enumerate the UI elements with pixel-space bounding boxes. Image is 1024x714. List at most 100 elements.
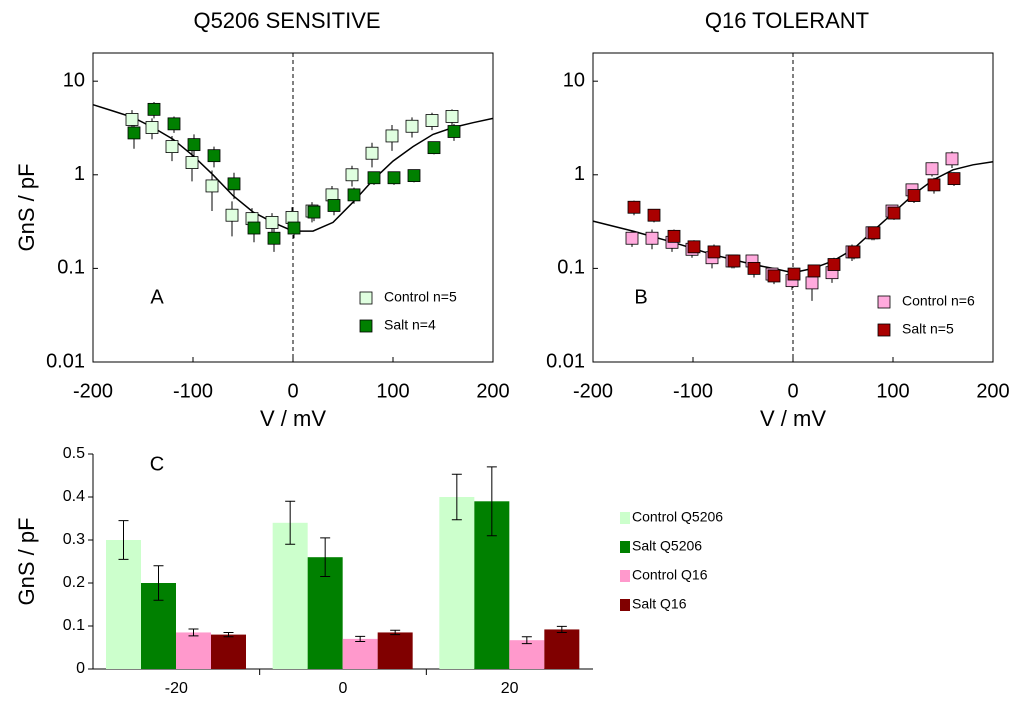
y-tick-label: 10: [563, 69, 585, 91]
x-tick-label: 100: [376, 380, 409, 402]
data-point: [307, 205, 321, 219]
data-point: [645, 231, 659, 245]
data-point: [267, 231, 281, 245]
legend-label: Salt n=4: [384, 317, 436, 333]
legend-label: Control n=5: [384, 289, 457, 305]
data-point: [165, 140, 179, 154]
data-point: [887, 206, 901, 220]
x-tick-label: 20: [501, 680, 519, 697]
data-point: [327, 199, 341, 212]
legend-marker: [359, 291, 373, 305]
legend-label: Salt Q5206: [632, 538, 702, 554]
panel-label: C: [150, 453, 164, 475]
data-point: [827, 258, 841, 271]
y-tick-label: 0.2: [63, 574, 85, 591]
x-tick-label: -20: [165, 680, 188, 697]
data-point: [647, 208, 661, 222]
y-tick-label: 0: [76, 660, 85, 677]
data-point: [727, 254, 741, 268]
data-point: [807, 264, 821, 278]
legend-swatch: [620, 541, 630, 553]
data-point: [945, 152, 959, 166]
x-axis-label: V / mV: [260, 406, 326, 431]
legend-swatch: [620, 599, 630, 611]
error-bar: [556, 625, 567, 633]
data-point: [867, 226, 881, 240]
data-point: [287, 221, 301, 235]
data-point: [187, 138, 201, 152]
data-point: [127, 126, 141, 140]
x-tick-label: 0: [287, 380, 298, 402]
x-tick-label: -100: [173, 380, 213, 402]
y-tick-label: 0.01: [46, 350, 85, 372]
y-tick-label: 0.1: [63, 617, 85, 634]
legend-marker: [359, 319, 373, 333]
y-tick-label: 0.1: [557, 257, 585, 279]
x-tick-label: 200: [476, 380, 509, 402]
y-tick-label: 1: [74, 163, 85, 185]
data-point: [167, 117, 181, 131]
data-point: [227, 177, 241, 191]
panel-label: A: [150, 286, 164, 308]
legend-label: Control Q5206: [632, 509, 723, 525]
legend-marker: [877, 295, 891, 309]
data-point: [265, 215, 279, 229]
data-point: [205, 179, 219, 193]
legend-label: Control Q16: [632, 567, 708, 583]
data-point: [947, 172, 961, 186]
x-axis-label: V / mV: [760, 406, 826, 431]
legend-swatch: [620, 570, 630, 582]
error-bar: [390, 629, 401, 636]
y-tick-label: 10: [63, 69, 85, 91]
data-point: [787, 267, 801, 281]
legend-label: Salt n=5: [902, 321, 954, 337]
y-tick-label: 0.5: [63, 445, 85, 462]
data-point: [667, 229, 681, 243]
y-tick-label: 0.01: [546, 350, 585, 372]
legend-swatch: [620, 512, 630, 524]
data-point: [407, 169, 421, 183]
error-bar: [521, 636, 532, 645]
y-tick-label: 1: [574, 163, 585, 185]
data-point: [707, 245, 721, 259]
error-bar: [486, 466, 497, 537]
y-tick-label: 0.1: [57, 257, 85, 279]
data-point: [625, 231, 639, 245]
error-bar: [153, 565, 164, 601]
data-point: [927, 178, 941, 192]
error-bar: [223, 631, 234, 638]
data-point: [145, 121, 159, 134]
bar: [211, 634, 246, 669]
data-point: [847, 245, 861, 259]
data-point: [125, 113, 139, 126]
error-bar: [320, 537, 331, 578]
x-tick-label: -100: [673, 380, 713, 402]
data-point: [805, 276, 819, 290]
data-point: [447, 125, 461, 138]
data-point: [185, 156, 199, 169]
y-axis-label: GnS / pF: [14, 517, 39, 605]
legend-marker: [877, 323, 891, 337]
bar: [544, 629, 580, 669]
x-tick-label: 200: [976, 380, 1009, 402]
data-point: [385, 129, 399, 143]
x-tick-label: 0: [339, 680, 348, 697]
y-tick-label: 0.3: [63, 531, 85, 548]
data-point: [925, 162, 939, 176]
bar: [176, 632, 211, 669]
error-bar: [188, 628, 199, 637]
bar: [106, 540, 141, 669]
error-bar: [451, 473, 462, 521]
data-point: [225, 208, 239, 222]
y-axis-label: GnS / pF: [14, 163, 39, 251]
chart-title: Q5206 SENSITIVE: [193, 8, 380, 33]
panel-label: B: [634, 286, 647, 308]
x-tick-label: -200: [73, 380, 113, 402]
x-tick-label: 100: [876, 380, 909, 402]
data-point: [347, 188, 361, 202]
data-point: [747, 261, 761, 275]
error-bar: [118, 520, 129, 560]
bar: [439, 497, 475, 669]
data-point: [907, 189, 921, 202]
bar: [377, 632, 413, 669]
